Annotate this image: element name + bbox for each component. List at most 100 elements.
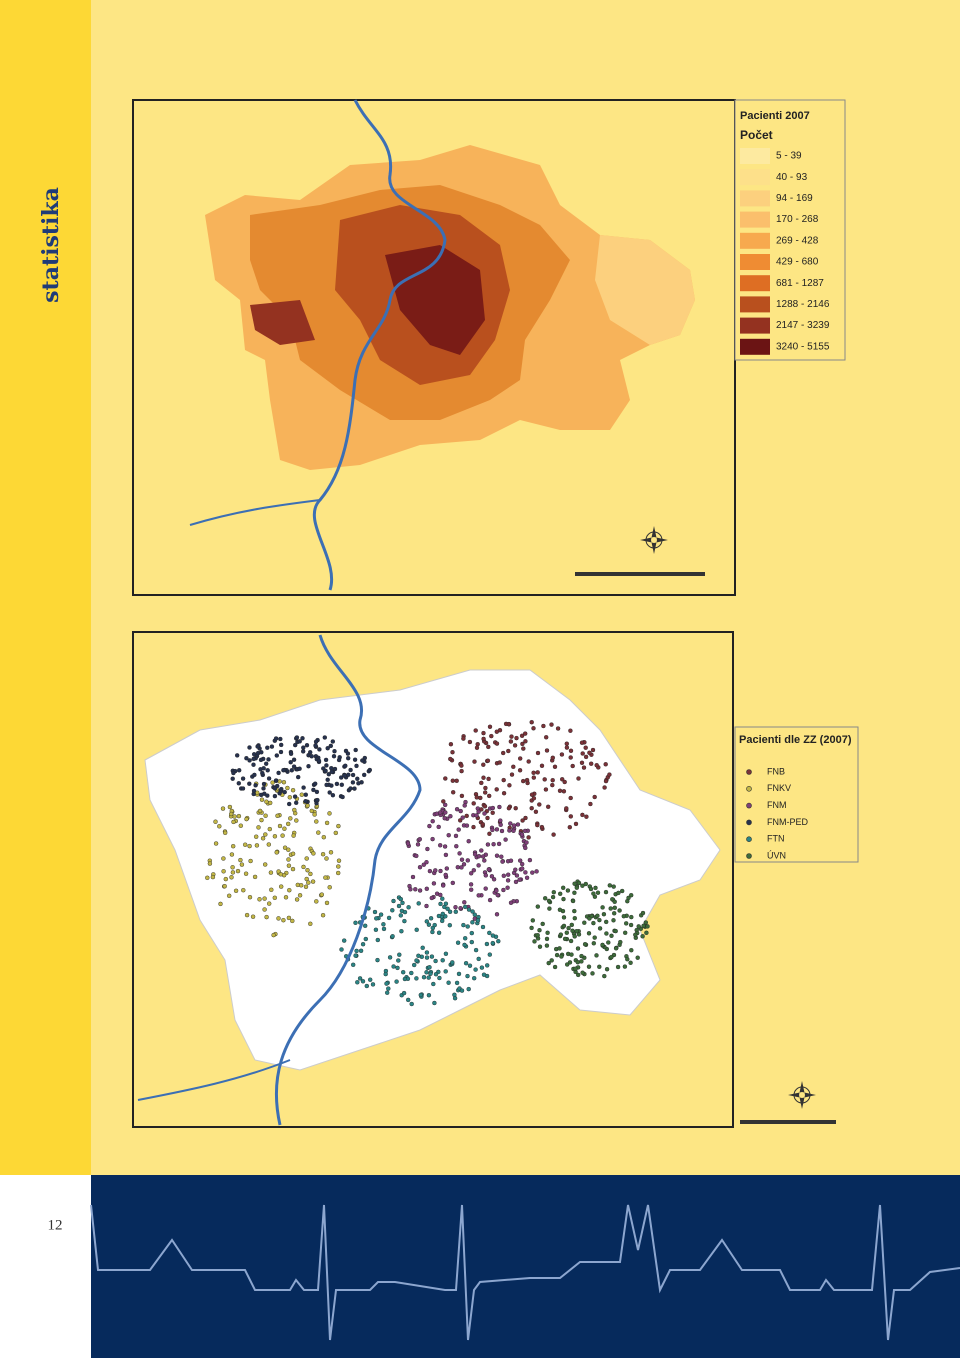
- patient-dot: [242, 842, 248, 847]
- patient-dot: [588, 886, 594, 892]
- patient-dot: [300, 736, 305, 741]
- patient-dot: [591, 941, 596, 946]
- patient-dot: [330, 739, 335, 744]
- patient-dot: [274, 850, 279, 855]
- patient-dot: [414, 853, 419, 859]
- patient-dot: [481, 730, 486, 736]
- legend-dot: [746, 836, 752, 843]
- patient-dot: [272, 793, 278, 799]
- patient-dot: [386, 915, 392, 921]
- patient-dot: [279, 884, 284, 889]
- patient-dot: [336, 823, 341, 829]
- patient-dot: [278, 749, 284, 755]
- patient-dot: [334, 781, 340, 787]
- legend-label: FNB: [767, 766, 785, 776]
- patient-dot: [514, 873, 520, 878]
- patient-dot: [412, 962, 417, 968]
- patient-dot: [256, 825, 261, 830]
- patient-dot: [567, 960, 573, 965]
- patient-dot: [443, 810, 448, 815]
- patient-dot: [467, 963, 473, 968]
- patient-dot: [286, 857, 291, 862]
- legend-label: 40 - 93: [776, 172, 808, 183]
- patient-dot: [468, 882, 474, 887]
- patient-dot: [324, 856, 329, 861]
- patient-dot: [282, 789, 287, 795]
- patient-dot: [469, 930, 474, 936]
- patient-dot: [254, 843, 260, 848]
- patient-dot: [611, 884, 616, 889]
- patient-dot: [424, 970, 429, 975]
- patient-dot: [497, 804, 502, 810]
- patient-dot: [520, 866, 525, 871]
- patient-dot: [570, 928, 575, 933]
- patient-dot: [568, 795, 573, 801]
- patient-dot: [535, 770, 540, 775]
- patient-dot: [562, 936, 568, 942]
- patient-dot: [501, 873, 506, 878]
- patient-dot: [355, 980, 360, 985]
- patient-dot: [475, 742, 480, 747]
- legend-swatch: [740, 338, 770, 355]
- patient-dot: [442, 844, 448, 849]
- patient-dot: [486, 776, 491, 782]
- patient-dot: [575, 960, 580, 965]
- patient-dot: [494, 853, 500, 858]
- patient-dot: [427, 868, 433, 874]
- patient-dot: [424, 903, 429, 909]
- patient-dot: [281, 918, 286, 923]
- patient-dot: [539, 824, 545, 830]
- patient-dot: [537, 802, 542, 807]
- ecg-line: [90, 1204, 960, 1341]
- patient-dot: [490, 933, 496, 938]
- patient-dot: [544, 735, 549, 740]
- patient-dot: [289, 768, 294, 773]
- patient-dot: [240, 786, 246, 791]
- patient-dot: [501, 750, 506, 756]
- patient-dot: [290, 866, 296, 872]
- footer-band: [91, 1175, 960, 1358]
- patient-dot: [573, 966, 578, 971]
- patient-dot: [480, 924, 486, 930]
- patient-dot: [261, 781, 267, 787]
- patient-dot: [314, 899, 319, 904]
- patient-dot: [509, 734, 514, 739]
- patient-dot: [443, 901, 449, 906]
- patient-dot: [323, 875, 328, 880]
- patient-dot: [387, 955, 393, 960]
- patient-dot: [590, 747, 596, 753]
- patient-dot: [552, 764, 558, 769]
- patient-dot: [455, 865, 460, 870]
- patient-dot: [537, 928, 542, 933]
- patient-dot: [312, 812, 317, 817]
- patient-dot: [275, 813, 280, 818]
- patient-dot: [374, 916, 379, 921]
- patient-dot: [580, 883, 585, 888]
- patient-dot: [476, 956, 481, 962]
- patient-dot: [368, 977, 373, 982]
- patient-dot: [438, 892, 443, 898]
- legend-dot: [746, 853, 752, 859]
- patient-dot: [433, 868, 438, 873]
- patient-dot: [487, 897, 493, 903]
- patient-dot: [210, 874, 216, 880]
- patient-dot: [461, 922, 466, 928]
- patient-dot: [497, 760, 502, 765]
- patient-dot: [473, 967, 478, 972]
- patient-dot: [508, 900, 514, 905]
- patient-dot: [457, 851, 462, 856]
- patient-dot: [483, 790, 488, 795]
- patient-dot: [584, 814, 589, 819]
- patient-dot: [276, 770, 281, 776]
- patient-dot: [557, 946, 562, 951]
- patient-dot: [549, 958, 554, 963]
- patient-dot: [269, 744, 275, 749]
- patient-dot: [591, 891, 596, 896]
- legend-swatch: [740, 275, 770, 292]
- patient-dot: [481, 775, 486, 780]
- patient-dot: [494, 888, 499, 893]
- patient-dot: [328, 850, 334, 855]
- patient-dot: [306, 764, 311, 769]
- patient-dot: [629, 914, 634, 920]
- patient-dot: [566, 925, 571, 931]
